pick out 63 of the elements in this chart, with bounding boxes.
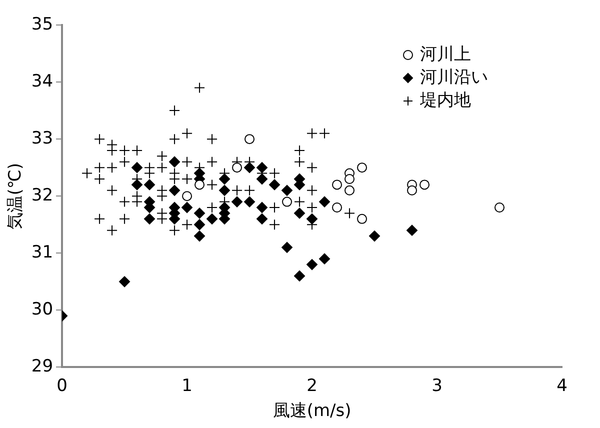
point	[244, 196, 256, 208]
point	[194, 208, 206, 219]
x-axis-title: 風速(m/s)	[272, 401, 352, 422]
point	[282, 184, 293, 196]
y-tick-label: 31	[31, 242, 54, 263]
point	[294, 208, 306, 219]
point	[182, 191, 192, 202]
point	[494, 202, 505, 213]
point	[294, 270, 306, 282]
point	[256, 202, 268, 214]
point	[132, 179, 143, 190]
point	[332, 180, 342, 190]
y-tick-label: 34	[31, 71, 54, 92]
x-tick-label: 3	[432, 376, 442, 396]
y-axis-title: 気温(℃)	[6, 162, 26, 230]
point	[194, 230, 206, 242]
point	[269, 179, 280, 190]
point	[282, 196, 292, 207]
point	[194, 219, 206, 230]
point	[144, 179, 156, 190]
point	[420, 180, 430, 190]
legend-label: 堤内地	[419, 90, 471, 110]
point	[219, 173, 230, 184]
point	[319, 196, 330, 208]
point	[357, 162, 368, 173]
point	[244, 134, 255, 144]
point	[194, 180, 205, 190]
point	[332, 202, 342, 213]
point	[306, 259, 318, 270]
point	[344, 185, 355, 196]
legend-label: 河川上	[420, 44, 471, 64]
point	[244, 162, 256, 174]
point	[232, 196, 243, 208]
point	[406, 224, 418, 236]
point	[119, 276, 130, 288]
point	[169, 184, 180, 196]
point	[219, 184, 230, 196]
point	[319, 253, 330, 264]
legend-label: 河川沿い	[420, 67, 488, 88]
point	[206, 213, 218, 224]
point	[182, 202, 193, 214]
point	[282, 242, 293, 253]
point	[256, 162, 268, 174]
point	[369, 230, 380, 242]
point	[232, 162, 242, 173]
point	[407, 185, 418, 196]
y-tick-label: 32	[31, 186, 54, 206]
point	[132, 162, 143, 174]
x-tick-label: 0	[56, 376, 68, 396]
x-tick-label: 2	[306, 376, 318, 396]
y-tick-label: 35	[31, 14, 54, 34]
point	[256, 173, 268, 184]
point	[256, 213, 268, 224]
x-tick-label: 1	[182, 376, 192, 396]
point	[144, 213, 156, 224]
x-tick-label: 4	[556, 376, 568, 396]
point	[357, 214, 368, 224]
y-tick-label: 30	[31, 300, 54, 320]
point	[344, 174, 355, 184]
point	[169, 156, 180, 168]
y-tick-label: 33	[31, 128, 54, 148]
y-tick-label: 29	[31, 356, 54, 377]
point	[306, 213, 318, 224]
